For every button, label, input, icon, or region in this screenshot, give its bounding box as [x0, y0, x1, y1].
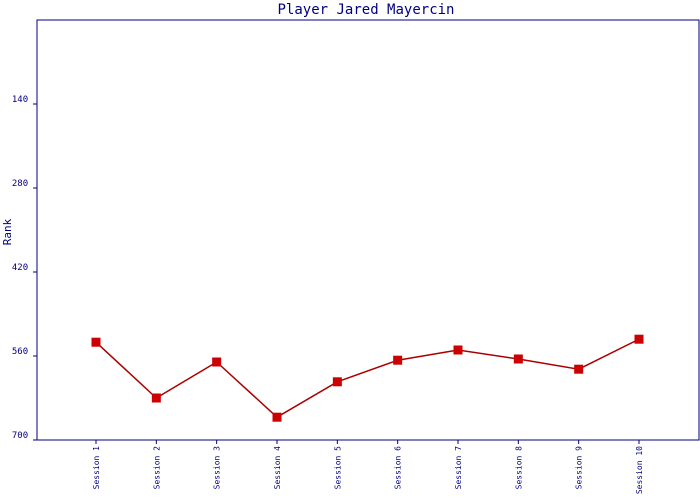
data-point: [91, 337, 101, 347]
data-point: [634, 334, 644, 344]
y-axis-ticks: 140 280 420 560 700: [12, 95, 37, 441]
data-point: [151, 393, 161, 403]
x-tick-label: Session 5: [333, 446, 342, 490]
x-tick-label: Session 7: [454, 446, 463, 490]
x-axis-ticks: Session 1 Session 2 Session 3 Session 4 Sess…: [92, 440, 644, 494]
y-axis-label: Rank: [1, 218, 14, 245]
data-point: [212, 357, 222, 367]
x-tick-label: Session 9: [575, 446, 584, 490]
plot-area: [36, 19, 700, 441]
data-point: [574, 364, 584, 374]
x-tick-label: Session 1: [92, 446, 101, 490]
data-point: [513, 354, 523, 364]
data-point: [393, 355, 403, 365]
y-tick-label: 700: [12, 431, 28, 441]
x-tick-label: Session 2: [152, 446, 161, 490]
data-point: [272, 412, 282, 422]
chart-title: Player Jared Mayercin: [277, 2, 454, 18]
x-tick-label: Session 8: [514, 446, 523, 490]
series-line: [95, 338, 640, 419]
y-tick-label: 140: [12, 95, 28, 105]
data-point: [332, 377, 342, 387]
x-tick-label: Session 6: [394, 446, 403, 490]
x-tick-label: Session 4: [273, 446, 282, 490]
series-group: [91, 334, 644, 422]
y-tick-label: 280: [12, 179, 28, 189]
y-tick-label: 420: [12, 263, 28, 273]
x-tick-label: Session 3: [213, 446, 222, 490]
x-tick-label: Session 10: [635, 446, 644, 494]
data-point: [453, 345, 463, 355]
y-tick-label: 560: [12, 347, 28, 357]
